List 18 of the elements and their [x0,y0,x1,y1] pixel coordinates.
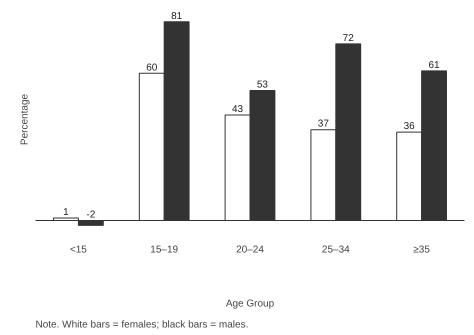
x-tick-label: 20–24 [236,244,264,256]
x-tick-label: <15 [70,244,88,256]
data-label: 81 [171,10,183,22]
text: Note. White bars = females; black bars = males. [36,320,248,330]
x-tick-label: 25–34 [322,244,350,256]
data-label: 43 [232,104,244,115]
data-label: 37 [318,118,330,130]
data-label: 36 [404,121,416,132]
data-label: 60 [146,62,158,74]
data-label: 1 [63,207,70,218]
data-label: -2 [86,209,96,220]
x-tick-label: ≥35 [413,244,430,256]
x-tick-label: 15–19 [150,244,179,256]
data-label: 72 [342,32,354,44]
data-label: 53 [256,79,268,90]
y-axis-title: Percentage [20,93,30,146]
data-label: 61 [428,60,440,71]
x-axis-title: Age Group [226,298,275,310]
